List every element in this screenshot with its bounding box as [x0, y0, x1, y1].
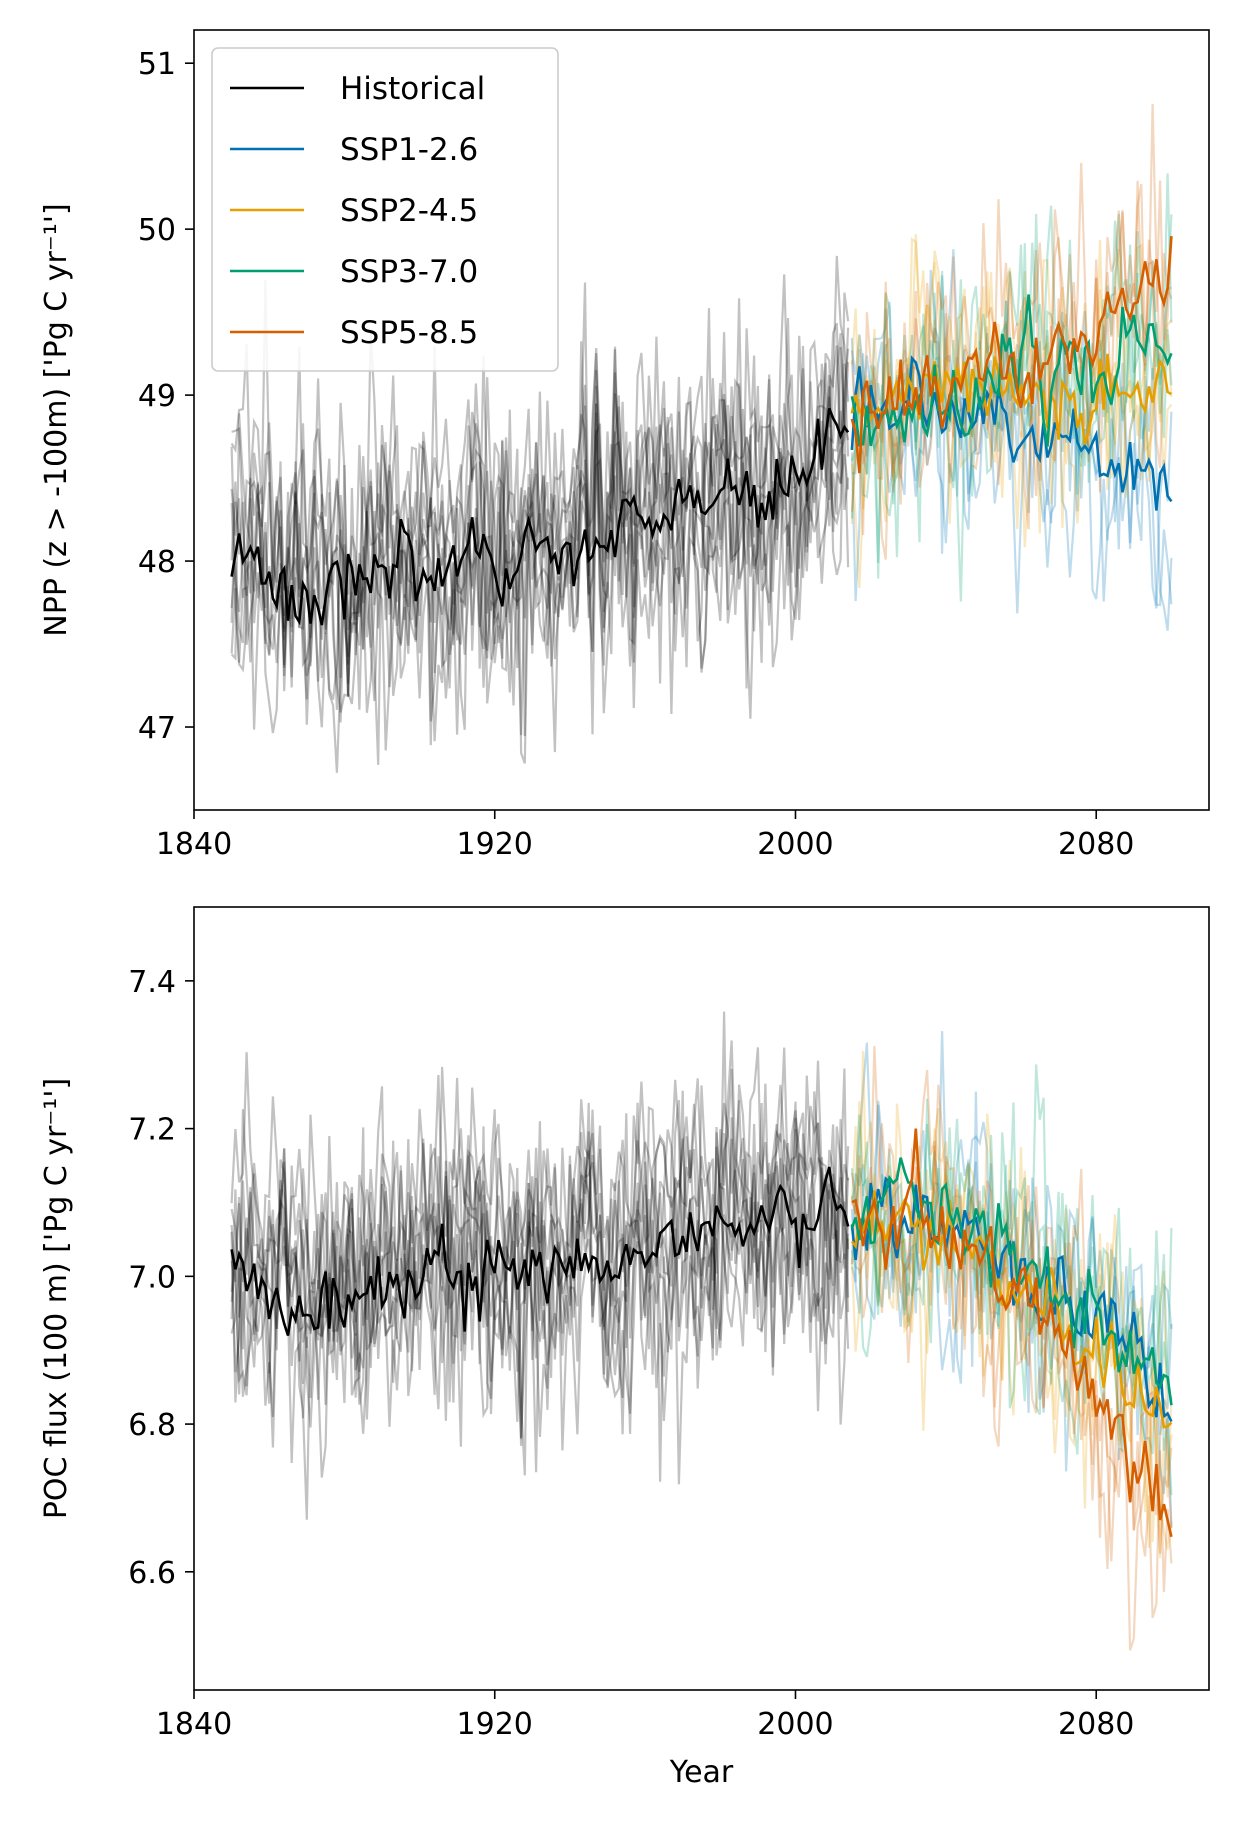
- ensemble-member-line: [850, 1069, 1173, 1619]
- y-tick-label: 6.8: [128, 1408, 176, 1443]
- ensemble-member-line: [230, 1068, 850, 1482]
- ensemble-member-line: [230, 341, 850, 773]
- ensemble-member-line: [850, 1123, 1173, 1455]
- y-tick-label: 49: [138, 379, 176, 414]
- axes-frame: [193, 906, 1210, 1691]
- y-tick-label: 7.0: [128, 1260, 176, 1295]
- plot-area: [230, 1011, 1173, 1651]
- y-tick-label: 51: [138, 47, 176, 82]
- series-line-historical: [230, 407, 850, 626]
- ensemble-member-line: [230, 1066, 850, 1448]
- series-line-ssp5-8-5: [851, 1128, 1173, 1538]
- legend-label: SSP5-8.5: [340, 315, 478, 351]
- y-axis-label: NPP (z > -100m) ['Pg C yr⁻¹']: [39, 203, 74, 636]
- y-tick-label: 50: [138, 213, 176, 248]
- y-tick-label: 7.2: [128, 1113, 176, 1148]
- x-tick-label: 1920: [457, 827, 533, 862]
- series-line-historical: [230, 1166, 850, 1336]
- series-line-ssp3-7-0: [850, 1157, 1173, 1406]
- x-tick-label: 2080: [1058, 827, 1134, 862]
- ensemble-member-line: [850, 1031, 1173, 1528]
- ensemble-member-line: [230, 333, 850, 734]
- y-tick-label: 48: [138, 545, 176, 580]
- ensemble-member-line: [850, 259, 1173, 548]
- x-tick-label: 1840: [156, 1707, 232, 1742]
- ensemble-member-line: [850, 1050, 1173, 1543]
- ensemble-member-line: [850, 1098, 1173, 1455]
- y-tick-label: 6.6: [128, 1556, 176, 1591]
- ensemble-member-line: [230, 1011, 850, 1485]
- series-line-ssp5-8-5: [850, 236, 1173, 474]
- y-axis-label: POC flux (100 m) ['Pg C yr⁻¹']: [39, 1078, 74, 1519]
- ensemble-member-line: [850, 1121, 1173, 1472]
- x-tick-label: 1920: [457, 1707, 533, 1742]
- ensemble-member-line: [851, 214, 1173, 602]
- ensemble-member-line: [230, 255, 850, 730]
- legend-box: [211, 47, 559, 372]
- legend-label: SSP2-4.5: [340, 193, 478, 229]
- y-tick-label: 7.4: [128, 965, 176, 1000]
- legend-label: Historical: [340, 71, 485, 107]
- axes-frame: [193, 29, 1210, 811]
- ensemble-member-line: [850, 234, 1173, 589]
- ensemble-member-line: [230, 308, 850, 736]
- ensemble-member-line: [230, 1081, 850, 1422]
- plot-area: [230, 103, 1173, 773]
- x-tick-label: 2080: [1058, 1707, 1134, 1742]
- ensemble-member-line: [850, 173, 1173, 579]
- x-tick-label: 1840: [156, 827, 232, 862]
- ensemble-member-line: [230, 1068, 850, 1446]
- x-tick-label: 2000: [757, 1707, 833, 1742]
- x-tick-label: 2000: [757, 827, 833, 862]
- poc-flux-panel: 1840 1920 2000 2080 6.6 6.8 7.0 7.2 7.4 POC flux …: [39, 906, 1210, 1790]
- ensemble-member-line: [230, 280, 850, 753]
- legend-label: SSP1-2.6: [340, 132, 478, 168]
- ensemble-member-line: [230, 1047, 850, 1451]
- series-line-ssp2-4-5: [850, 353, 1173, 445]
- y-tick-label: 47: [138, 711, 176, 746]
- ensemble-member-line: [230, 274, 850, 764]
- x-axis-label: Year: [669, 1755, 734, 1790]
- ensemble-ssp2-4-5: [850, 1050, 1173, 1558]
- ensemble-member-line: [850, 1107, 1173, 1550]
- npp-panel: 1840 1920 2000 2080 47 48 49 50 51 NPP (z > -100m…: [39, 29, 1210, 862]
- legend: Historical SSP1-2.6 SSP2-4.5 SSP3-7.0 SSP5-8…: [211, 47, 559, 372]
- ensemble-member-line: [230, 1040, 850, 1476]
- ensemble-member-line: [850, 180, 1173, 493]
- ensemble-member-line: [231, 317, 850, 713]
- legend-label: SSP3-7.0: [340, 254, 478, 290]
- ensemble-member-line: [850, 1101, 1173, 1558]
- ensemble-member-line: [850, 162, 1173, 530]
- series-line-ssp1-2-6: [850, 1176, 1173, 1423]
- ensemble-historical: [230, 1011, 850, 1520]
